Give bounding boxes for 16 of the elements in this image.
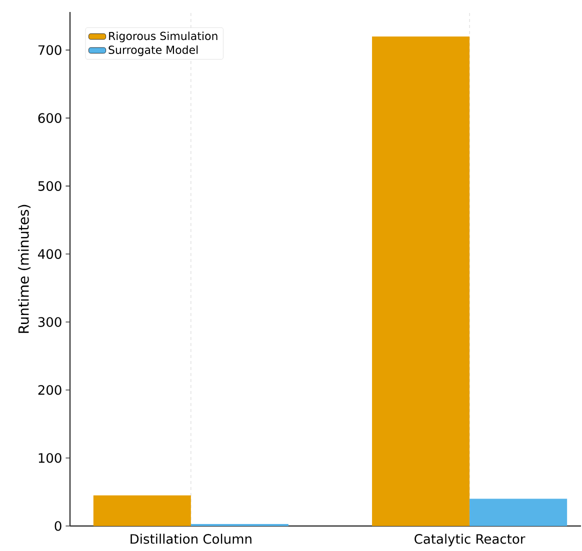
x-tick-label: Distillation Column bbox=[130, 534, 252, 544]
y-tick-label: 300 bbox=[38, 317, 62, 327]
x-tick-label: Catalytic Reactor bbox=[414, 534, 526, 546]
bar bbox=[372, 36, 470, 526]
bar bbox=[470, 498, 568, 526]
legend-label: Surrogate Model bbox=[108, 45, 198, 56]
y-tick-label: 500 bbox=[38, 181, 62, 191]
legend-label: Rigorous Simulation bbox=[109, 32, 218, 42]
y-tick-label: 0 bbox=[54, 521, 62, 531]
y-tick-label: 700 bbox=[38, 45, 62, 55]
y-tick-label: 200 bbox=[38, 385, 62, 395]
y-tick-label: 400 bbox=[38, 249, 62, 259]
bar bbox=[93, 495, 191, 526]
y-tick-label: 100 bbox=[38, 453, 62, 463]
y-tick-label: 600 bbox=[38, 113, 62, 123]
y-axis-title: Runtime (minutes) bbox=[18, 204, 31, 333]
